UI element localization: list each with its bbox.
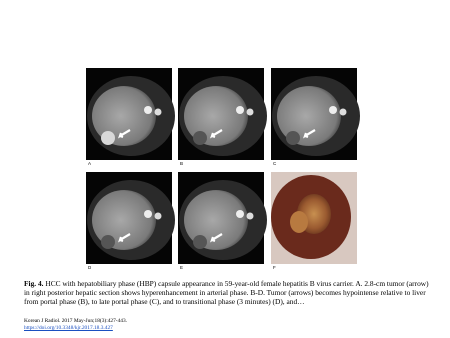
vessel [144,210,152,218]
image-panel: A [86,68,175,166]
tumor [193,235,207,249]
vessel [339,108,347,116]
image-panel: C [271,68,360,166]
caption-label: Fig. 4. [24,279,44,288]
arrow [118,233,131,243]
vessel [236,210,244,218]
panel-label: E [180,265,183,270]
tumor [286,131,300,145]
arrow [118,129,131,139]
image-panel: D [86,172,175,270]
vessel [329,106,337,114]
tumor [101,235,115,249]
citation: Korean J Radiol. 2017 May-Jun;18(3):427-… [24,318,127,332]
journal: Korean J Radiol. 2017 May-Jun;18(3):427-… [24,318,128,324]
vessel [246,108,254,116]
vessel [154,212,162,220]
nodule [290,211,308,233]
doi-link[interactable]: https://doi.org/10.3348/kjr.2017.18.3.42… [24,325,113,331]
vessel [144,106,152,114]
caption: Fig. 4. HCC with hepatobiliary phase (HB… [24,279,434,306]
panel-label: F [273,265,276,270]
arrow [210,233,223,243]
tumor [101,131,115,145]
image-panel: F [271,172,357,270]
vessel [246,212,254,220]
vessel [154,108,162,116]
panel-label: B [180,161,183,166]
image-panel: E [178,172,267,270]
tumor [193,131,207,145]
caption-text: HCC with hepatobiliary phase (HBP) capsu… [24,279,429,306]
arrow [210,129,223,139]
vessel [236,106,244,114]
panel-label: C [273,161,277,166]
arrow [303,129,316,139]
image-panel: B [178,68,267,166]
panel-label: D [88,265,92,270]
panel-label: A [88,161,91,166]
